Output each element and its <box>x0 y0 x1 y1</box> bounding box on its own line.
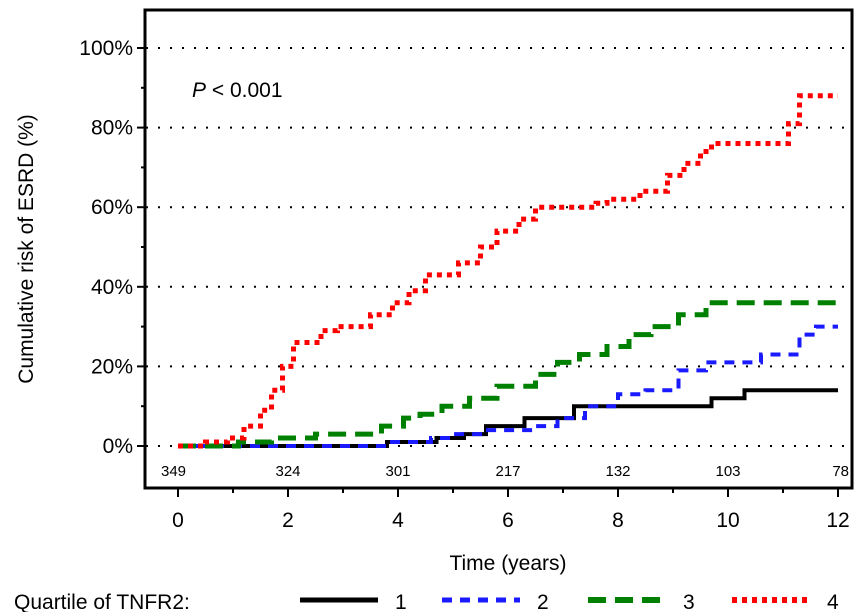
at-risk-count: 103 <box>715 463 740 480</box>
x-axis: 0 2 4 6 8 10 12 <box>172 488 850 532</box>
x-tick-label: 8 <box>612 509 624 532</box>
at-risk-count: 324 <box>275 463 300 480</box>
x-tick-label: 12 <box>826 509 849 532</box>
legend: Quartile of TNFR2: 1 2 3 4 <box>14 591 839 612</box>
p-value-annotation: P < 0.001 <box>192 79 283 102</box>
series-line-quartile-3 <box>178 300 838 449</box>
legend-title: Quartile of TNFR2: <box>14 591 190 612</box>
plot-frame <box>143 8 854 490</box>
series-line-quartile-1 <box>178 388 838 448</box>
y-tick-label: 100% <box>79 37 133 60</box>
x-tick-label: 2 <box>282 509 294 532</box>
at-risk-count: 217 <box>495 463 520 480</box>
x-tick-label: 6 <box>502 509 514 532</box>
y-axis: 0% 20% 40% 60% 80% 100% <box>79 37 145 458</box>
p-value-text: < 0.001 <box>206 79 282 102</box>
y-axis-title: Cumulative risk of ESRD (%) <box>15 114 38 384</box>
at-risk-count: 78 <box>832 463 849 480</box>
y-tick-label: 20% <box>91 355 133 378</box>
legend-label-1: 1 <box>395 591 407 612</box>
legend-label-2: 2 <box>537 591 549 612</box>
p-symbol: P <box>192 79 206 102</box>
x-tick-label: 10 <box>716 509 739 532</box>
at-risk-count: 301 <box>385 463 410 480</box>
at-risk-row: 349 324 301 217 132 103 78 <box>161 463 849 480</box>
y-tick-label: 80% <box>91 117 133 140</box>
at-risk-count: 349 <box>161 463 186 480</box>
series-line-quartile-4 <box>178 93 838 449</box>
x-tick-label: 0 <box>172 509 184 532</box>
y-tick-label: 40% <box>91 276 133 299</box>
legend-label-4: 4 <box>827 591 839 612</box>
x-tick-label: 4 <box>392 509 404 532</box>
at-risk-count: 132 <box>605 463 630 480</box>
legend-label-3: 3 <box>683 591 695 612</box>
x-axis-title: Time (years) <box>449 552 566 575</box>
y-tick-label: 60% <box>91 196 133 219</box>
y-tick-label: 0% <box>103 435 133 458</box>
series-lines <box>178 93 838 449</box>
series-line-quartile-2 <box>178 324 838 448</box>
